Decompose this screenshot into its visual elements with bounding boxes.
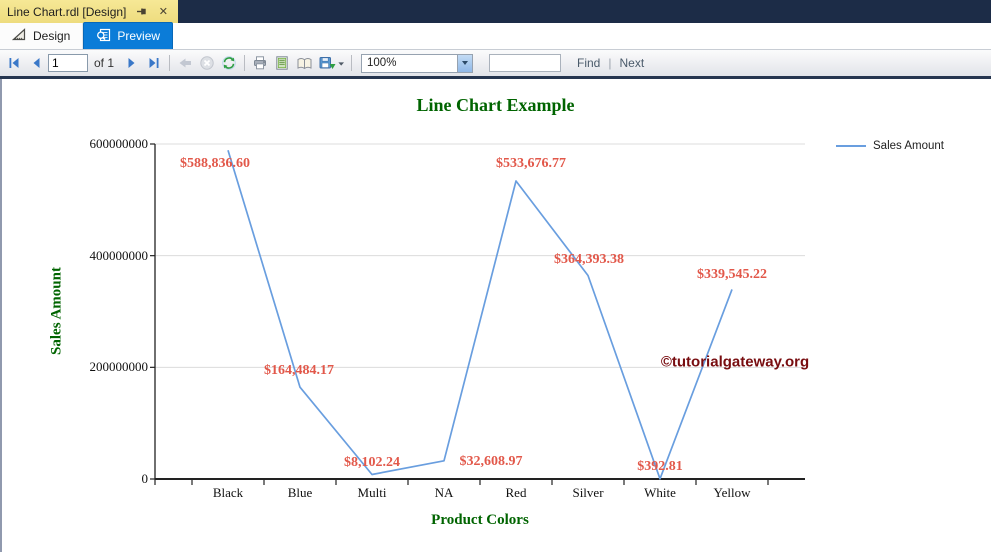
last-page-button[interactable]: [144, 53, 164, 73]
tab-preview[interactable]: Preview: [83, 22, 174, 49]
tab-design[interactable]: Design: [0, 23, 84, 49]
chart-title: Line Chart Example: [416, 95, 575, 115]
preview-magnifier-icon: [96, 28, 111, 45]
report-toolbar: of 1 100% Find | Next: [0, 50, 991, 76]
y-axis-tick-label: 200000000: [89, 359, 149, 375]
data-point-label: $339,545.22: [697, 267, 767, 282]
y-axis-tick-label: 0: [141, 471, 149, 486]
zoom-dropdown-button[interactable]: [457, 54, 473, 72]
data-point-label: $164,484.17: [264, 363, 334, 378]
x-axis-category-label: White: [644, 485, 676, 500]
data-point-label: $32,608.97: [459, 454, 523, 469]
export-button[interactable]: [316, 53, 346, 73]
data-point-label: $392.81: [637, 459, 683, 474]
y-axis-tick-label: 400000000: [89, 247, 149, 263]
refresh-button[interactable]: [219, 53, 239, 73]
x-axis-category-label: Multi: [357, 485, 387, 500]
data-point-label: $533,676.77: [496, 156, 566, 171]
tab-preview-label: Preview: [117, 29, 161, 43]
page-number-input[interactable]: [48, 54, 88, 72]
page-count-label: of 1: [94, 56, 115, 70]
zoom-select[interactable]: 100%: [361, 53, 474, 73]
x-axis-category-label: Blue: [287, 485, 313, 500]
toolbar-separator: [244, 55, 246, 71]
previous-page-button[interactable]: [26, 53, 46, 73]
page-setup-button[interactable]: [294, 53, 314, 73]
legend: Sales Amount: [836, 140, 944, 152]
back-button[interactable]: [175, 53, 195, 73]
find-next-separator: |: [608, 56, 612, 70]
watermark-text: ©tutorialgateway.org: [660, 353, 810, 371]
print-button[interactable]: [250, 53, 270, 73]
report-left-edge: [0, 79, 2, 552]
x-axis-title: Product Colors: [431, 512, 529, 528]
data-point-label: $588,836.60: [180, 156, 250, 171]
line-chart-plot: [150, 143, 805, 485]
close-icon[interactable]: ✕: [158, 6, 168, 18]
next-page-button[interactable]: [122, 53, 142, 73]
document-tab[interactable]: Line Chart.rdl [Design] ✕: [0, 0, 179, 23]
x-axis-category-label: Red: [505, 485, 527, 500]
first-page-button[interactable]: [4, 53, 24, 73]
document-tab-strip: Line Chart.rdl [Design] ✕: [0, 0, 991, 23]
view-tab-bar: Design Preview: [0, 22, 991, 50]
y-axis-tick-label: 600000000: [89, 136, 149, 151]
x-axis-category-label: NA: [434, 485, 454, 500]
next-match-button[interactable]: Next: [619, 56, 645, 70]
data-point-label: $364,393.38: [554, 252, 624, 267]
stop-button[interactable]: [197, 53, 217, 73]
pin-icon[interactable]: [134, 5, 148, 19]
find-button[interactable]: Find: [577, 56, 601, 70]
legend-line-swatch: [836, 145, 866, 147]
data-point-label: $8,102.24: [344, 455, 400, 470]
zoom-value: 100%: [367, 57, 397, 69]
document-tab-title: Line Chart.rdl [Design]: [7, 4, 127, 19]
toolbar-bottom-border: [0, 76, 991, 79]
y-axis-title: Sales Amount: [48, 267, 65, 355]
report-preview-area: Line Chart Example Sales Amount Product …: [0, 79, 991, 552]
x-axis-category-label: Black: [212, 485, 244, 500]
search-input[interactable]: [489, 54, 562, 72]
chevron-down-icon: [462, 61, 469, 65]
toolbar-separator: [351, 55, 353, 71]
design-ruler-icon: [11, 28, 27, 44]
toolbar-separator: [169, 55, 171, 71]
legend-series-label: Sales Amount: [873, 140, 944, 152]
x-axis-category-label: Yellow: [713, 485, 751, 500]
print-layout-button[interactable]: [272, 53, 292, 73]
x-axis-category-label: Silver: [572, 485, 604, 500]
tab-design-label: Design: [33, 29, 71, 43]
